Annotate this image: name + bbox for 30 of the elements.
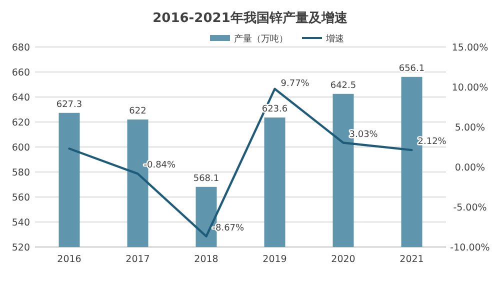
x-tick-label: 2018	[194, 254, 218, 265]
y-tick-label: 660	[12, 68, 30, 78]
legend-label: 产量（万吨）	[234, 34, 288, 44]
x-tick-label: 2021	[400, 254, 424, 265]
data-label: 9.77%	[280, 78, 310, 89]
y-tick-label: 580	[12, 168, 30, 178]
y-tick-label: 540	[12, 218, 30, 228]
y-tick-label: 680	[12, 42, 30, 54]
y2-tick-label: 10.00%	[452, 82, 488, 94]
y-tick-label: 560	[12, 192, 30, 204]
y2-tick-label: 15.00%	[452, 42, 488, 54]
legend-label: 增速	[325, 34, 344, 44]
x-tick-label: 2017	[126, 254, 150, 265]
y-tick-label: 600	[12, 142, 30, 154]
y-tick-label: 520	[12, 242, 30, 254]
y2-tick-label: 0.00%	[454, 162, 486, 174]
y-tick-label: 620	[12, 118, 30, 128]
y2-tick-label: 5.00%	[454, 122, 486, 134]
y2-tick-label: -10.00%	[450, 242, 490, 254]
y-tick-label: 640	[12, 92, 30, 104]
x-tick-label: 2019	[262, 254, 287, 265]
x-tick-label: 2016	[57, 254, 82, 265]
data-label: 568.1	[193, 174, 220, 184]
data-label: 627.3	[56, 100, 82, 110]
data-label: 642.5	[330, 80, 356, 91]
data-label: 622	[129, 106, 146, 116]
chart-title: 2016-2021年我国锌产量及增速	[152, 10, 348, 26]
data-label: 656.1	[398, 64, 425, 74]
y2-tick-label: -5.00%	[453, 202, 487, 214]
x-tick-label: 2020	[331, 254, 356, 265]
